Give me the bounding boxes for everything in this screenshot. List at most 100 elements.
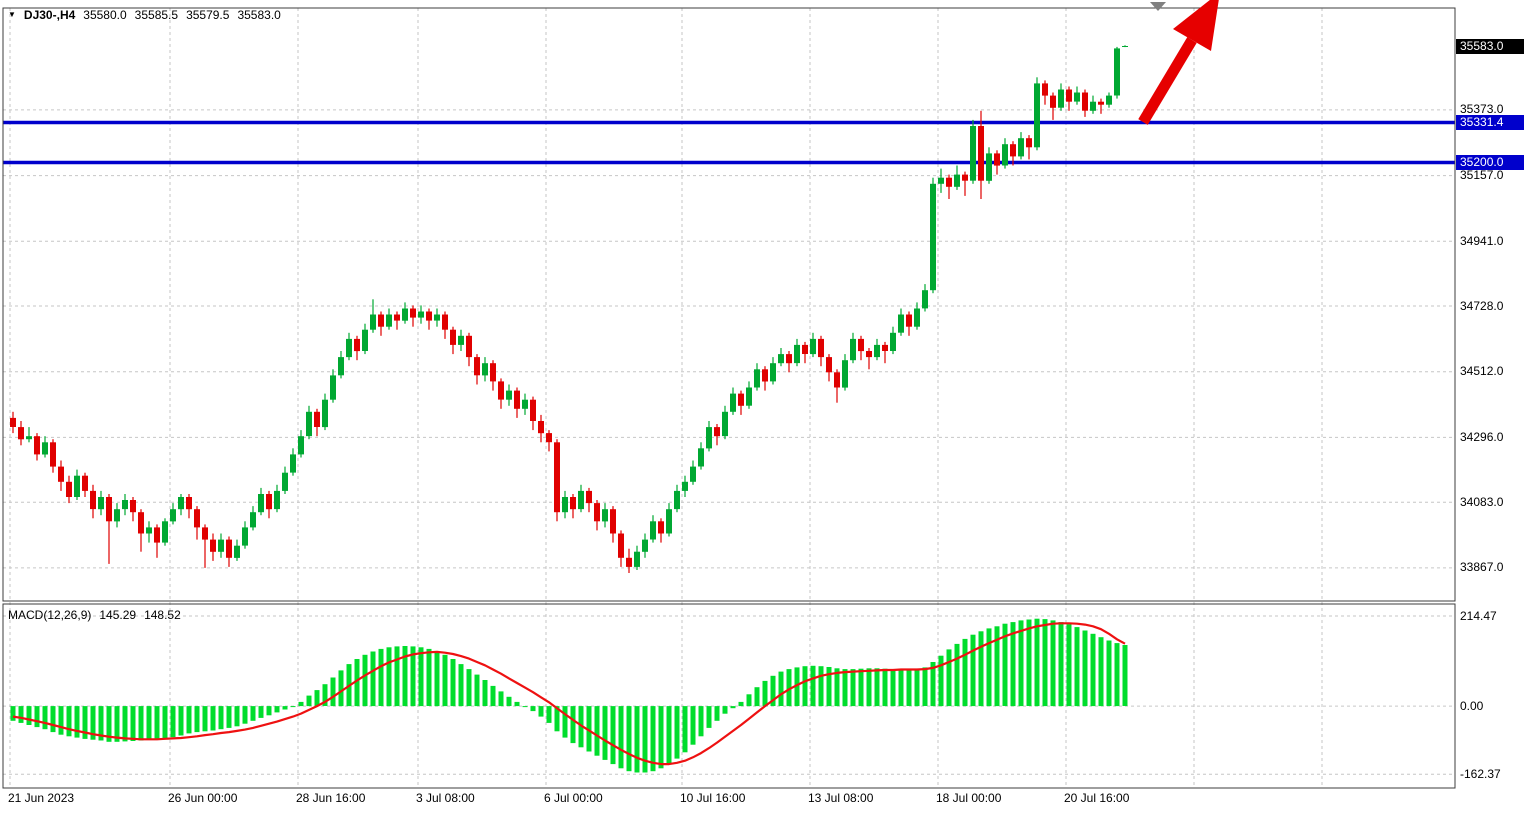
candle-body bbox=[618, 533, 624, 558]
macd-histogram-bar bbox=[426, 648, 432, 706]
time-tick-label: 26 Jun 00:00 bbox=[168, 791, 238, 805]
trend-arrow-head[interactable] bbox=[1173, 0, 1220, 51]
macd-histogram-bar bbox=[482, 680, 488, 706]
macd-histogram-bar bbox=[1058, 622, 1064, 707]
candle-body bbox=[698, 448, 704, 467]
candle-body bbox=[922, 290, 928, 309]
macd-histogram-bar bbox=[538, 706, 544, 717]
candle-body bbox=[42, 442, 48, 455]
macd-histogram-bar bbox=[50, 706, 56, 733]
ohlc-open-value: 35580.0 bbox=[83, 8, 127, 22]
candle-body bbox=[602, 509, 608, 522]
macd-histogram-bar bbox=[1066, 624, 1072, 707]
macd-histogram-bar bbox=[698, 706, 704, 737]
candle-body bbox=[986, 153, 992, 181]
macd-histogram-bar bbox=[282, 706, 288, 710]
macd-histogram-bar bbox=[266, 706, 272, 716]
candle-body bbox=[802, 344, 808, 354]
macd-histogram-bar bbox=[314, 690, 320, 707]
candle-body bbox=[10, 417, 16, 427]
candle-body bbox=[290, 454, 296, 473]
macd-histogram-bar bbox=[122, 706, 128, 742]
macd-histogram-bar bbox=[42, 706, 48, 730]
ohlc-low-value: 35579.5 bbox=[186, 8, 230, 22]
macd-histogram-bar bbox=[170, 706, 176, 738]
candle-body bbox=[314, 411, 320, 427]
macd-histogram-bar bbox=[674, 706, 680, 759]
macd-histogram-bar bbox=[258, 706, 264, 718]
macd-histogram-bar bbox=[1010, 622, 1016, 707]
candle-body bbox=[1050, 95, 1056, 108]
candle-body bbox=[554, 442, 560, 513]
candle-body bbox=[66, 481, 72, 497]
macd-histogram-bar bbox=[826, 667, 832, 707]
macd-histogram-bar bbox=[194, 706, 200, 733]
candle-body bbox=[810, 338, 816, 355]
macd-histogram-bar bbox=[202, 706, 208, 732]
candle-body bbox=[490, 363, 496, 382]
macd-histogram-bar bbox=[690, 706, 696, 745]
candle-body bbox=[938, 177, 944, 184]
candle-body bbox=[266, 494, 272, 510]
time-axis[interactable]: 21 Jun 2023 26 Jun 00:00 28 Jun 16:00 3 Jul… bbox=[0, 791, 1526, 811]
macd-histogram-bar bbox=[530, 706, 536, 712]
macd-histogram-bar bbox=[1034, 618, 1040, 707]
macd-histogram-bar bbox=[962, 638, 968, 707]
candle-body bbox=[178, 497, 184, 510]
macd-histogram-bar bbox=[450, 659, 456, 707]
candle-body bbox=[1042, 83, 1048, 96]
candle-body bbox=[18, 427, 24, 440]
chart-shift-marker[interactable] bbox=[1150, 2, 1166, 11]
candle-body bbox=[98, 497, 104, 510]
macd-histogram-bar bbox=[154, 706, 160, 739]
symbol-dropdown-icon[interactable]: ▼ bbox=[8, 10, 16, 19]
macd-histogram-bar bbox=[274, 706, 280, 713]
macd-current-value: 145.29 bbox=[99, 608, 137, 622]
macd-histogram-bar bbox=[74, 706, 80, 738]
candle-body bbox=[1082, 92, 1088, 111]
macd-histogram-bar bbox=[642, 706, 648, 773]
candle-body bbox=[386, 314, 392, 327]
macd-histogram-bar bbox=[602, 706, 608, 760]
candle-body bbox=[946, 177, 952, 187]
macd-histogram-bar bbox=[1114, 643, 1120, 707]
candle-body bbox=[786, 354, 792, 364]
macd-histogram-bar bbox=[162, 706, 168, 738]
macd-histogram-bar bbox=[522, 706, 528, 708]
candle-body bbox=[130, 500, 136, 513]
candle-body bbox=[1098, 101, 1104, 105]
macd-histogram-bar bbox=[458, 664, 464, 707]
macd-histogram-bar bbox=[714, 706, 720, 721]
macd-histogram-bar bbox=[402, 646, 408, 707]
candle-body bbox=[362, 329, 368, 351]
macd-histogram-bar bbox=[666, 706, 672, 765]
candle-body bbox=[914, 308, 920, 327]
macd-histogram-bar bbox=[834, 668, 840, 707]
macd-histogram-bar bbox=[946, 649, 952, 707]
candle-body bbox=[906, 314, 912, 327]
macd-histogram-bar bbox=[186, 706, 192, 734]
macd-histogram-bar bbox=[722, 706, 728, 714]
macd-histogram-bar bbox=[490, 685, 496, 707]
candle-body bbox=[370, 314, 376, 330]
time-tick-label: 28 Jun 16:00 bbox=[296, 791, 366, 805]
macd-histogram-bar bbox=[866, 668, 872, 707]
macd-histogram-bar bbox=[226, 706, 232, 728]
candle-body bbox=[626, 557, 632, 567]
macd-histogram-bar bbox=[434, 651, 440, 707]
candle-body bbox=[114, 509, 120, 522]
macd-histogram-bar bbox=[850, 669, 856, 707]
candle-body bbox=[298, 436, 304, 455]
candle-body bbox=[330, 375, 336, 400]
candle-body bbox=[634, 551, 640, 567]
candle-body bbox=[338, 357, 344, 376]
candle-body bbox=[546, 433, 552, 443]
trend-arrow-shaft[interactable] bbox=[1138, 37, 1197, 125]
candle-body bbox=[746, 387, 752, 406]
candle-body bbox=[202, 527, 208, 540]
macd-histogram-bar bbox=[810, 665, 816, 707]
macd-histogram-bar bbox=[818, 666, 824, 707]
macd-histogram-bar bbox=[322, 684, 328, 706]
ohlc-close-value: 35583.0 bbox=[237, 8, 281, 22]
